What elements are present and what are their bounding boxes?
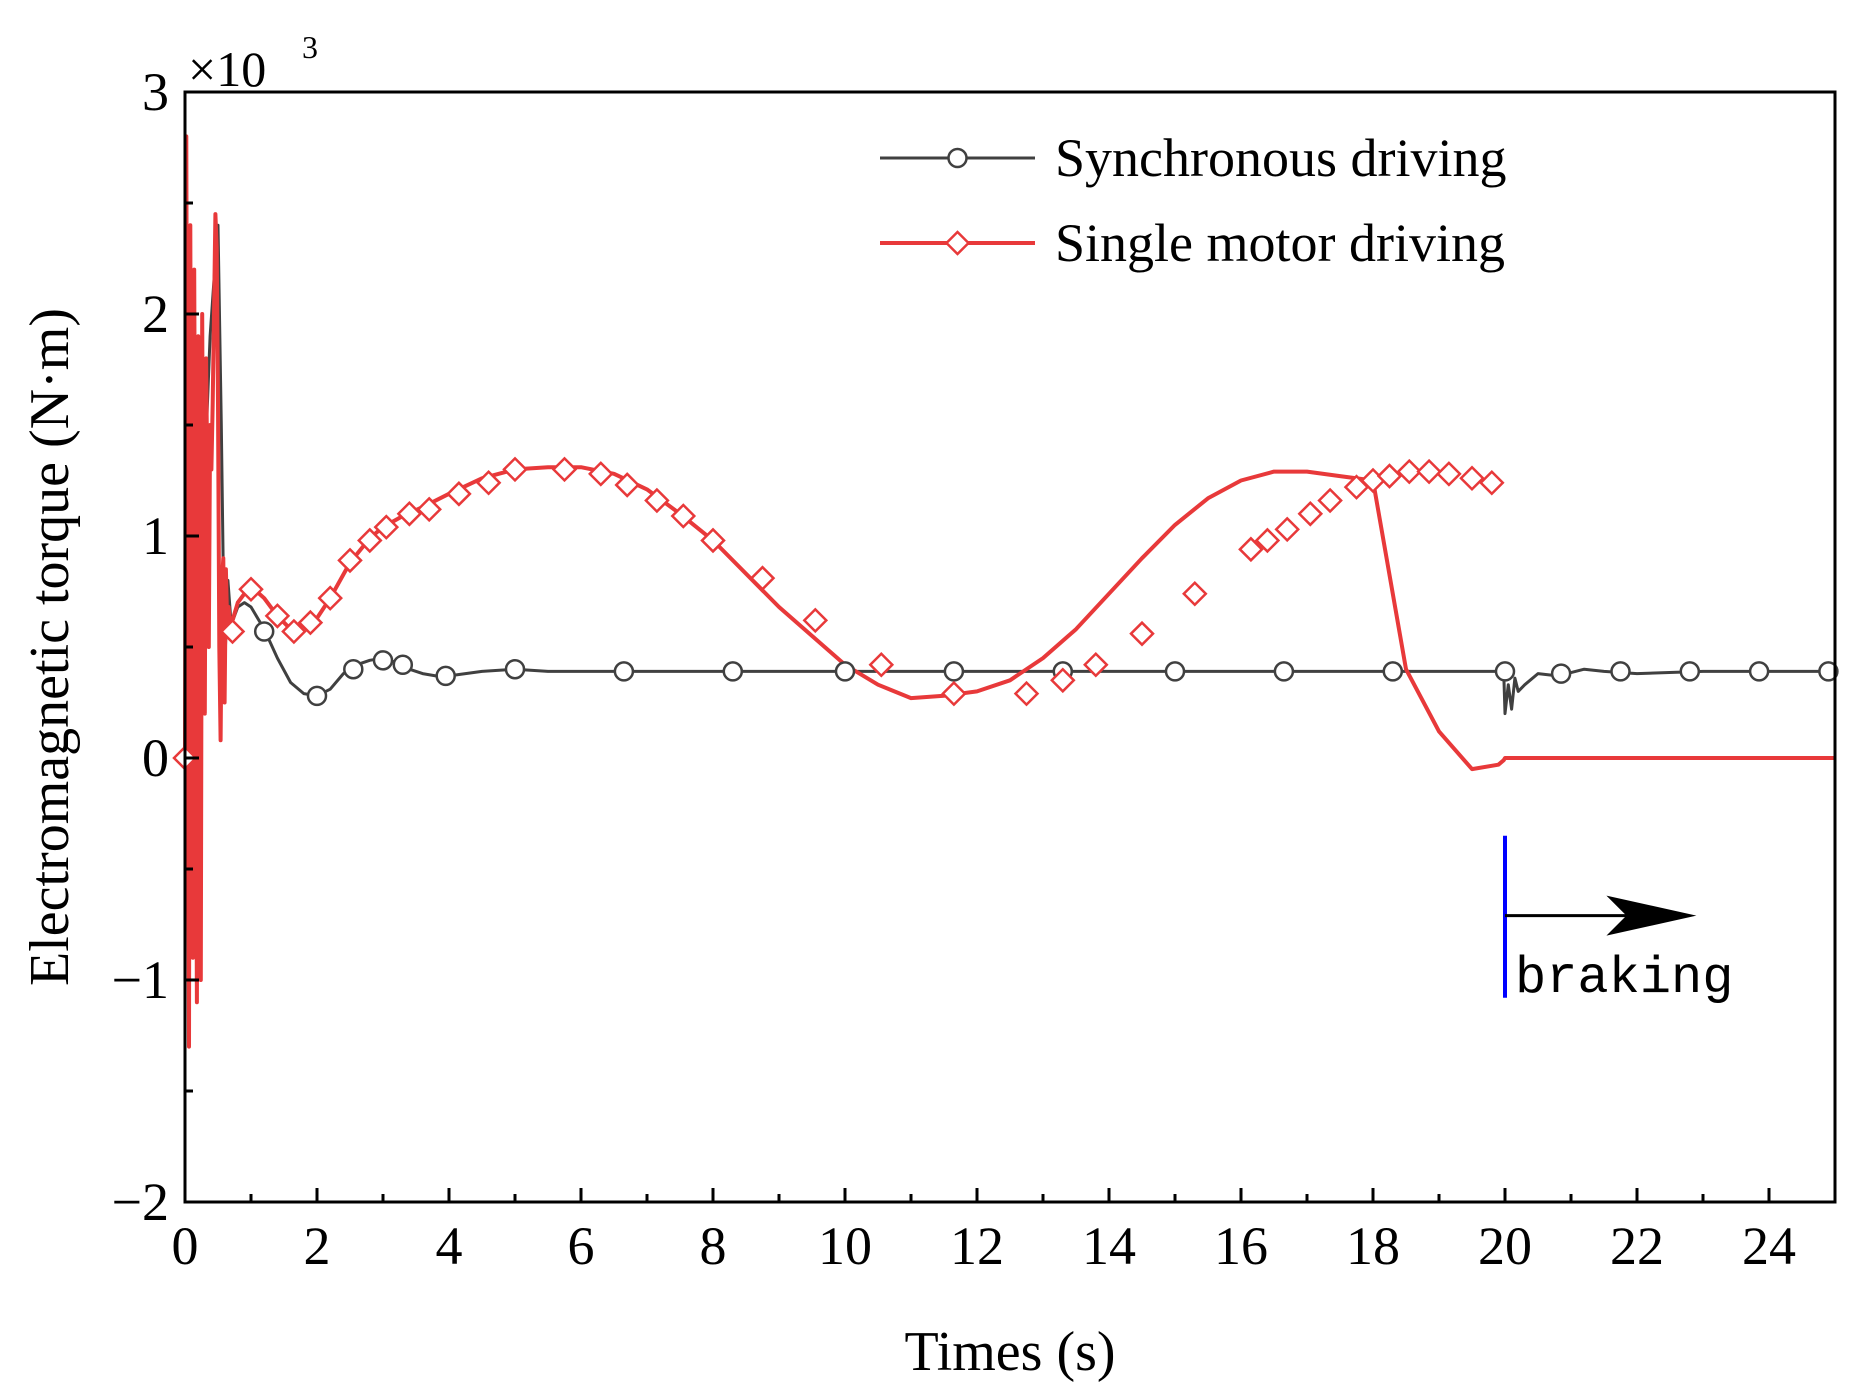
series-0-point xyxy=(1494,661,1516,682)
x-tick-label-2: 2 xyxy=(304,1216,331,1276)
series-1-point xyxy=(1396,458,1423,485)
legend-label-single-motor: Single motor driving xyxy=(1055,213,1505,273)
series-1-point xyxy=(941,680,967,707)
y-tick-label-2: 2 xyxy=(142,284,169,344)
series-1-point xyxy=(1436,461,1462,487)
series-1-point xyxy=(219,618,246,645)
plot-frame xyxy=(183,90,1837,1204)
series-0-point xyxy=(834,661,856,682)
series-1-point xyxy=(238,576,264,603)
series-1-point xyxy=(1013,680,1040,707)
series-1-point xyxy=(1376,463,1403,489)
series-0-point xyxy=(1273,661,1295,682)
x-tick-label-4: 4 xyxy=(436,1216,463,1276)
multiplier-base: ×10 xyxy=(188,41,266,97)
series-0-point xyxy=(253,621,275,642)
series-1-point xyxy=(1416,458,1442,485)
series-1-point xyxy=(357,527,383,554)
braking-annotation: braking xyxy=(1503,835,1733,1008)
series-1-point xyxy=(1083,651,1109,678)
series-lines xyxy=(183,134,1835,1049)
series-0-point xyxy=(1550,663,1572,684)
series-1-point xyxy=(502,456,528,483)
series-1-point xyxy=(1479,469,1505,496)
series-0-point xyxy=(1679,661,1701,682)
series-0-point xyxy=(722,661,744,682)
x-tick-label-24: 24 xyxy=(1742,1216,1796,1276)
series-0-point xyxy=(306,685,328,707)
series-1-point xyxy=(1297,501,1324,527)
series-0-point xyxy=(613,661,635,682)
series-0-point xyxy=(343,658,364,680)
braking-label: braking xyxy=(1515,949,1733,1008)
x-tick-label-10: 10 xyxy=(818,1216,872,1276)
series-0-point xyxy=(504,658,526,680)
x-tick-label-16: 16 xyxy=(1214,1216,1268,1276)
x-tick-label-12: 12 xyxy=(950,1216,1004,1276)
series-1-point xyxy=(317,585,343,611)
series-1-point xyxy=(1317,487,1343,514)
series-0-point xyxy=(1610,661,1631,682)
series-1-point xyxy=(264,603,291,629)
legend-marker-single-motor xyxy=(944,230,971,256)
x-tick-label-14: 14 xyxy=(1082,1216,1136,1276)
x-tick-label-22: 22 xyxy=(1610,1216,1664,1276)
series-line-1 xyxy=(183,134,1835,1049)
x-tick-label-8: 8 xyxy=(700,1216,727,1276)
legend-label-synchronous: Synchronous driving xyxy=(1055,128,1507,188)
series-1-point xyxy=(1050,667,1076,694)
series-markers xyxy=(172,456,1839,771)
multiplier-exponent: 3 xyxy=(302,29,318,65)
series-0-point xyxy=(1748,661,1770,682)
series-1-point xyxy=(588,461,614,487)
series-1-point xyxy=(700,527,726,554)
series-1-point xyxy=(373,514,400,540)
series-0-point xyxy=(1382,661,1404,682)
series-1-point xyxy=(670,503,697,529)
series-1-point xyxy=(475,469,502,496)
series-1-point xyxy=(1459,465,1485,492)
series-1-point xyxy=(281,618,307,645)
x-tick-label-0: 0 xyxy=(172,1216,199,1276)
series-0-point xyxy=(392,654,414,676)
legend-marker-synchronous xyxy=(947,147,968,169)
series-1-point xyxy=(1129,620,1155,647)
y-tick-label-0: 0 xyxy=(142,728,169,788)
series-0-point xyxy=(1164,661,1186,682)
series-1-point xyxy=(551,456,578,483)
x-tick-label-6: 6 xyxy=(568,1216,595,1276)
series-0-point xyxy=(435,665,456,687)
y-tick-label--2: −2 xyxy=(112,1172,169,1232)
y-tick-label-3: 3 xyxy=(142,62,169,122)
series-1-point xyxy=(446,481,472,507)
series-1-point xyxy=(1274,516,1300,543)
series-1-point xyxy=(644,487,670,514)
braking-arrow-head xyxy=(1606,895,1697,936)
y-axis-label: Electromagnetic torque (N·m) xyxy=(19,308,81,986)
series-1-point xyxy=(416,496,442,523)
series-0-point xyxy=(372,650,394,671)
y-tick-label-1: 1 xyxy=(142,506,169,566)
series-1-point xyxy=(868,651,895,678)
series-1-point xyxy=(802,607,829,634)
series-1-point xyxy=(297,609,324,636)
x-axis-label: Times (s) xyxy=(904,1321,1115,1383)
series-1-point xyxy=(1182,580,1208,607)
series-1-point xyxy=(337,547,363,574)
y-tick-label--1: −1 xyxy=(112,950,169,1010)
x-tick-label-18: 18 xyxy=(1346,1216,1400,1276)
y-axis-multiplier: ×10 3 xyxy=(188,29,318,97)
series-1-point xyxy=(1254,527,1281,554)
series-0-point xyxy=(943,661,965,682)
series-1-point xyxy=(1238,536,1264,563)
series-1-point xyxy=(614,472,640,498)
series-0-point xyxy=(1818,661,1839,682)
legend: Synchronous driving Single motor driving xyxy=(880,128,1507,273)
series-1-point xyxy=(396,501,423,527)
series-1-point xyxy=(749,565,776,591)
x-tick-label-20: 20 xyxy=(1478,1216,1532,1276)
